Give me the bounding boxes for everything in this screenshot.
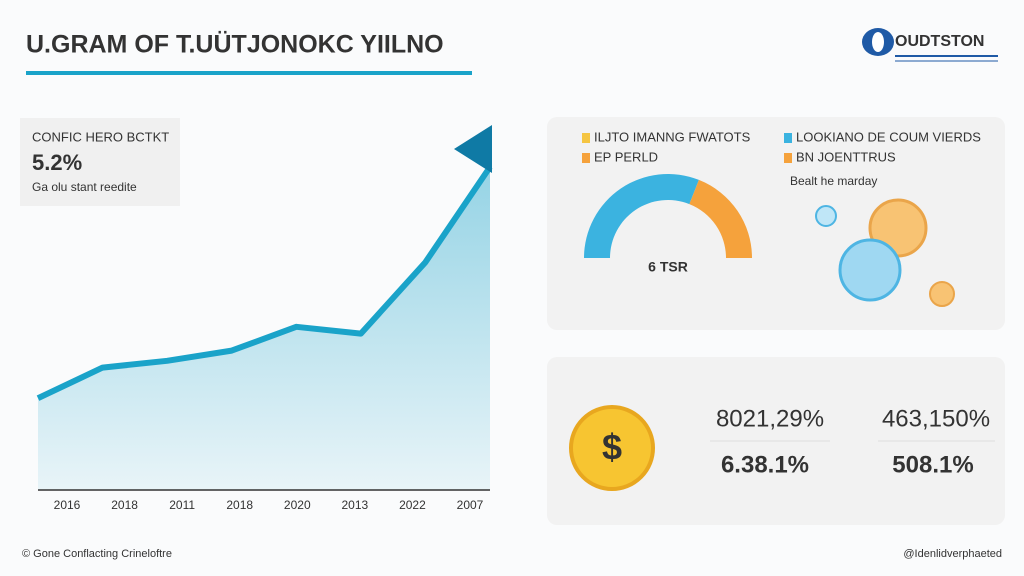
stat-top: 8021,29% bbox=[716, 405, 824, 432]
x-tick-label: 2018 bbox=[111, 498, 138, 512]
coin-decoration bbox=[815, 198, 955, 307]
kpi-label: CONFIC HERO BCTKT bbox=[32, 129, 169, 144]
legend-swatch bbox=[784, 153, 792, 163]
stat-top: 463,150% bbox=[882, 405, 990, 432]
stat-bottom: 6.38.1% bbox=[721, 451, 809, 478]
footer-left: © Gone Conflacting Crineloftre bbox=[22, 548, 172, 560]
footer-right: @Idenlidverphaeted bbox=[903, 548, 1002, 560]
kpi-value: 5.2% bbox=[32, 150, 82, 175]
logo-text: OUDTSTON bbox=[895, 33, 984, 50]
legend-label: ILJTO IMANNG FWATOTS bbox=[594, 129, 751, 144]
kpi-note: Ga olu stant reedite bbox=[32, 180, 137, 194]
stat-bottom: 508.1% bbox=[892, 451, 973, 478]
x-tick-label: 2011 bbox=[169, 498, 195, 512]
panel-note: Bealt he marday bbox=[790, 174, 877, 188]
gauge-segment bbox=[689, 179, 752, 258]
dollar-coin bbox=[569, 405, 655, 491]
kpi-card bbox=[20, 118, 180, 206]
coin-icon bbox=[815, 205, 837, 227]
legend-swatch bbox=[582, 153, 590, 163]
x-tick-label: 2022 bbox=[399, 498, 426, 512]
x-tick-label: 2020 bbox=[284, 498, 311, 512]
x-tick-label: 2018 bbox=[226, 498, 253, 512]
legend-label: EP PERLD bbox=[594, 149, 658, 164]
coin-icon bbox=[838, 238, 902, 302]
x-tick-label: 2016 bbox=[54, 498, 81, 512]
legend-label: BN JOENTTRUS bbox=[796, 149, 896, 164]
gauge-segment bbox=[584, 173, 699, 258]
area bbox=[38, 167, 490, 490]
title: U.GRAM OF T.UÜTJONOKC YIILNO bbox=[26, 30, 444, 59]
legend-swatch bbox=[784, 133, 792, 143]
x-tick-label: 2007 bbox=[457, 498, 484, 512]
x-tick-label: 2013 bbox=[342, 498, 369, 512]
coin-icon bbox=[929, 281, 955, 307]
arrow-head bbox=[454, 125, 492, 173]
dollar-sign: $ bbox=[602, 427, 622, 468]
logo-icon-inner bbox=[872, 32, 884, 52]
line bbox=[36, 165, 493, 401]
legend-label: LOOKIANO DE COUM VIERDS bbox=[796, 129, 981, 144]
title-underline bbox=[26, 71, 472, 75]
legend-swatch bbox=[582, 133, 590, 143]
gauge-label: 6 TSR bbox=[648, 259, 688, 275]
